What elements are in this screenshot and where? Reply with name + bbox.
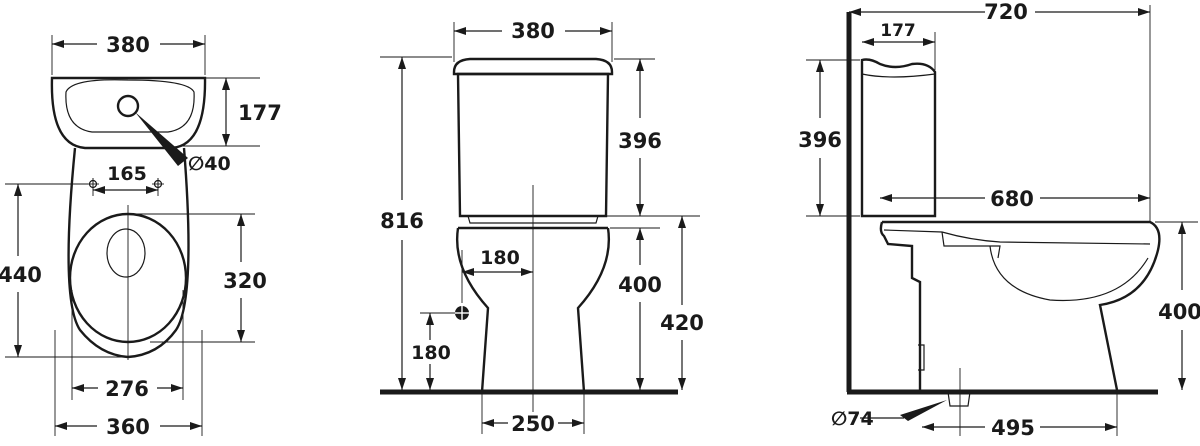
front-tank-height-label: 396 (618, 129, 662, 153)
side-trap (941, 231, 1001, 259)
front-view: 380 816 396 180 400 420 180 (380, 19, 704, 436)
side-outlet-distance-label: 495 (991, 416, 1035, 440)
plan-bowl-opening (106, 228, 146, 278)
plan-overall-length-label: 440 (0, 263, 42, 287)
plan-hole-spacing-label: 165 (107, 163, 147, 185)
plan-flush-hole (116, 94, 140, 118)
plan-view: 380 177 ∅40 165 440 320 276 (0, 33, 282, 439)
side-outlet-pipe (947, 391, 971, 407)
plan-tank-outline (50, 76, 207, 150)
side-seat (883, 229, 1151, 245)
front-rim-height-label: 420 (660, 311, 704, 335)
side-outlet-leader (900, 400, 947, 421)
plan-hole-leader (135, 112, 188, 166)
plan-base-width-label: 360 (106, 415, 150, 439)
plan-width-top-label: 380 (106, 33, 150, 57)
front-inlet-offset-label: 180 (480, 247, 520, 269)
side-overall-depth-label: 720 (984, 0, 1028, 24)
plan-seat-width-label: 276 (105, 377, 149, 401)
plan-basin-inner (65, 79, 195, 133)
side-outlet-collar (918, 344, 925, 371)
front-inlet-height-label: 180 (411, 342, 451, 364)
side-seat-depth-label: 680 (990, 187, 1034, 211)
side-bowl-inner (989, 245, 1149, 302)
front-bowl-height-label: 400 (618, 273, 662, 297)
plan-seat-length-label: 320 (223, 269, 267, 293)
side-outlet-diameter-label: ∅74 (831, 408, 874, 430)
side-bowl (879, 220, 1161, 391)
front-tank-width-label: 380 (511, 19, 555, 43)
plan-hole-diameter-label: ∅40 (188, 153, 231, 175)
plan-bowl-depth-label: 177 (238, 101, 282, 125)
side-tank-lid-line (861, 73, 936, 78)
front-foot-width-label: 250 (511, 412, 555, 436)
side-tank-depth-label: 177 (880, 21, 916, 41)
side-tank-height-label: 396 (798, 128, 842, 152)
side-bowl-height-label: 400 (1158, 300, 1200, 324)
side-view: 720 177 396 680 400 ∅74 495 (798, 0, 1200, 440)
side-tank (860, 58, 937, 218)
front-overall-height-label: 816 (380, 209, 424, 233)
front-tank-lid (452, 57, 614, 76)
